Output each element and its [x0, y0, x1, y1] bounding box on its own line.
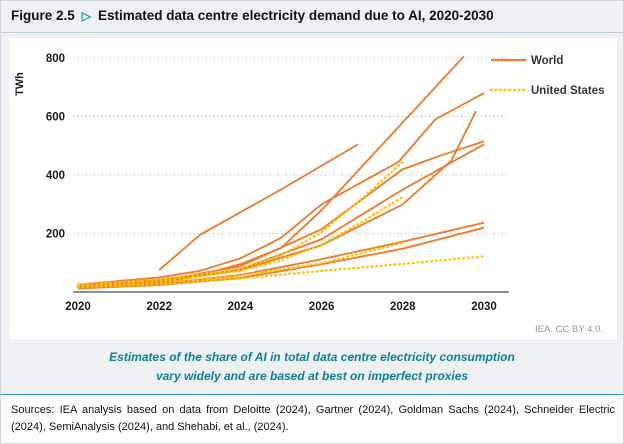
series-united-states-estimate-1	[76, 160, 404, 286]
figure-arrow-icon: ▷	[81, 9, 92, 23]
chart-card: 200 400 600 800 TWh 2020 2022 2024 2026 2028 2030 W…	[9, 38, 617, 339]
figure-title: Estimated data centre electricity demand…	[98, 8, 494, 23]
figure-label: Figure 2.5	[11, 8, 75, 23]
legend-label-world: World	[531, 55, 563, 67]
figure-caption: Estimates of the share of AI in total da…	[21, 348, 603, 385]
y-tick-600: 600	[46, 112, 65, 124]
line-chart: 200 400 600 800 TWh 2020 2022 2024 2026 2028 2030 W…	[14, 53, 605, 313]
x-tick-2028: 2028	[390, 301, 416, 313]
chart-credit: IEA. CC BY 4.0.	[535, 324, 603, 335]
series-world-estimate-1	[158, 143, 359, 271]
caption-line-1: Estimates of the share of AI in total da…	[109, 350, 515, 364]
series-world-estimate-3	[77, 92, 485, 286]
legend-label-united-states: United States	[531, 85, 605, 97]
series-united-states-estimate-4	[76, 255, 486, 289]
y-tick-400: 400	[46, 170, 65, 182]
series-world-estimate-4	[77, 110, 477, 288]
series-united-states-estimate-3	[76, 241, 404, 288]
y-axis-label: TWh	[14, 72, 26, 96]
x-tick-2024: 2024	[228, 301, 254, 313]
sources-band: Sources: IEA analysis based on data from…	[1, 394, 623, 443]
y-tick-800: 800	[46, 53, 65, 65]
y-tick-200: 200	[46, 229, 65, 241]
header-divider	[1, 32, 623, 33]
series-world-estimate-8	[77, 226, 485, 290]
x-tick-2020: 2020	[65, 301, 91, 313]
sources-text: Sources: IEA analysis based on data from…	[11, 404, 615, 433]
series-world-estimate-7	[77, 221, 485, 289]
x-tick-2026: 2026	[309, 301, 335, 313]
series-united-states-estimate-2	[76, 195, 404, 287]
figure-header: Figure 2.5 ▷ Estimated data centre electri…	[11, 8, 613, 23]
x-tick-2022: 2022	[146, 301, 172, 313]
caption-line-2: vary widely and are based at best on imp…	[155, 368, 469, 383]
series-world-estimate-6	[77, 143, 485, 289]
x-tick-2030: 2030	[471, 301, 497, 313]
series-world-estimate-5	[77, 140, 485, 288]
